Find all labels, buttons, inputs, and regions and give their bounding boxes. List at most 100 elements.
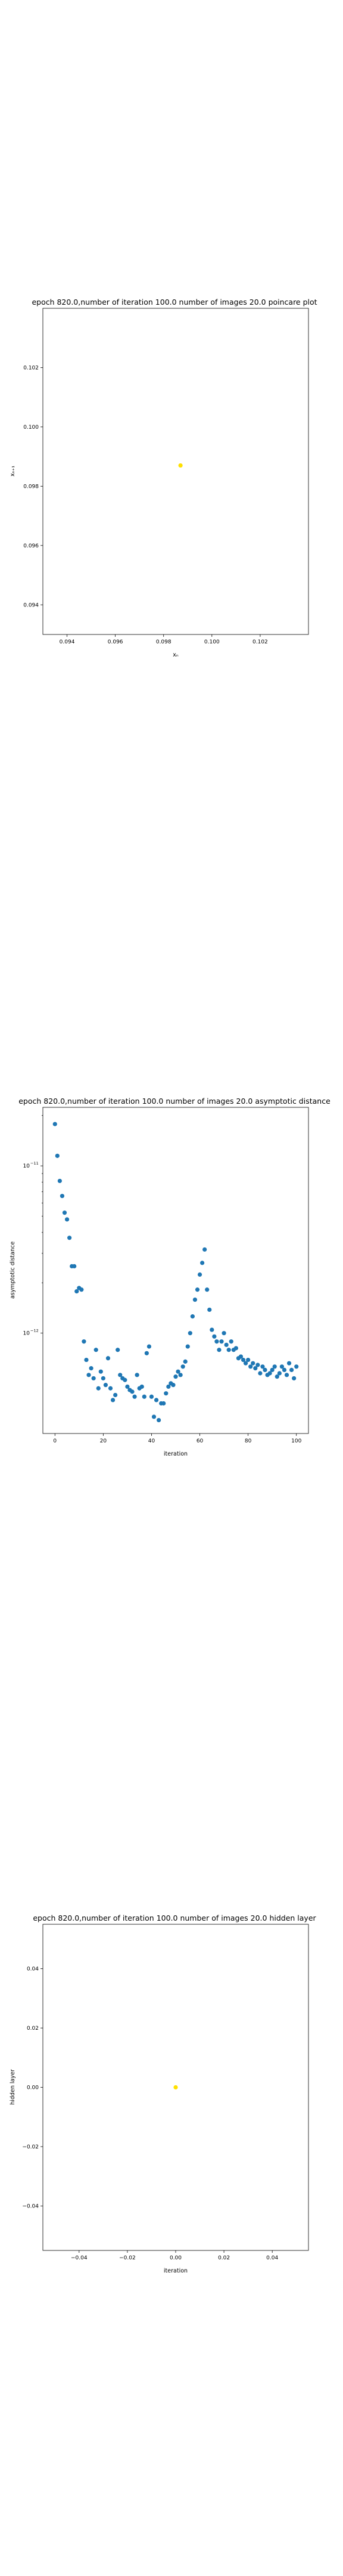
data-point [98, 1369, 103, 1374]
y-axis-label: asymptotic distance [10, 1241, 16, 1299]
y-tick-label: 0.096 [23, 543, 39, 549]
data-point [64, 1217, 70, 1222]
data-point [176, 1369, 180, 1374]
x-tick-labels: −0.04 −0.02 0.00 0.02 0.04 [71, 2250, 278, 2261]
chart-title: epoch 820.0,number of iteration 100.0 nu… [18, 1097, 330, 1106]
data-point [260, 1364, 265, 1369]
chart-title: epoch 820.0,number of iteration 100.0 nu… [33, 1914, 316, 1922]
x-tick-label: 0 [53, 1438, 57, 1444]
data-point [210, 1327, 214, 1332]
data-point [202, 1247, 207, 1252]
data-point [93, 1348, 98, 1352]
y-tick-label: 0.102 [23, 365, 39, 371]
data-point [238, 1354, 244, 1359]
y-tick-exponent: −12 [30, 1329, 39, 1333]
data-point [72, 1264, 77, 1269]
data-point [243, 1361, 248, 1366]
y-tick-label: 0.02 [27, 2026, 39, 2032]
data-point [154, 1398, 159, 1402]
y-tick-label: 0.098 [23, 484, 39, 490]
data-point [139, 1384, 144, 1389]
data-point [161, 1401, 166, 1406]
y-tick-label: 10 [23, 1163, 30, 1169]
x-tick-label: −0.02 [119, 2255, 136, 2261]
data-point [263, 1367, 267, 1373]
data-point [113, 1392, 118, 1398]
data-point [157, 1417, 161, 1423]
x-axis-label: iteration [164, 1451, 188, 1457]
data-point [101, 1376, 105, 1381]
data-point [142, 1394, 146, 1399]
data-point [110, 1398, 116, 1402]
data-point [52, 1122, 57, 1126]
data-point [130, 1389, 135, 1394]
data-point [82, 1339, 86, 1344]
data-points [173, 2085, 178, 2090]
data-point [55, 1153, 60, 1158]
data-point [105, 1356, 111, 1361]
data-point [219, 1339, 224, 1344]
data-point [246, 1357, 251, 1363]
x-tick-label: 40 [148, 1438, 155, 1444]
x-tick-labels: 0.094 0.096 0.098 0.100 0.102 [60, 634, 268, 645]
y-tick-label: 0.00 [27, 2085, 39, 2091]
data-point [125, 1384, 130, 1389]
y-axis-label: hidden layer [10, 2069, 16, 2105]
data-point [277, 1371, 282, 1376]
data-point [207, 1307, 212, 1312]
data-point [197, 1272, 202, 1277]
data-point [146, 1344, 151, 1349]
y-tick-label: 0.094 [23, 602, 39, 608]
data-point [89, 1366, 93, 1371]
data-point [217, 1348, 222, 1352]
y-tick-exponent: −11 [30, 1161, 39, 1166]
y-tick-label: −0.04 [22, 2203, 39, 2209]
data-point [267, 1371, 272, 1376]
data-point [178, 463, 183, 468]
data-point [251, 1361, 255, 1366]
data-point [135, 1373, 139, 1377]
data-point [188, 1331, 192, 1336]
x-tick-label: 80 [245, 1438, 252, 1444]
data-point [86, 1373, 91, 1377]
data-point [91, 1376, 96, 1381]
data-point [96, 1386, 101, 1391]
data-point [275, 1374, 279, 1379]
data-point [166, 1384, 171, 1389]
x-tick-label: 0.00 [170, 2255, 182, 2261]
data-point [173, 1374, 178, 1379]
data-point [272, 1364, 277, 1369]
data-point [233, 1346, 238, 1351]
data-point [60, 1194, 65, 1199]
data-point [84, 1357, 89, 1363]
data-point [103, 1383, 108, 1388]
data-point [248, 1364, 253, 1369]
y-tick-label: 0.04 [27, 1967, 39, 1973]
data-point [67, 1236, 72, 1240]
x-tick-labels: 0 20 40 60 80 100 [53, 1433, 302, 1444]
data-point [149, 1394, 154, 1399]
data-point [183, 1359, 188, 1364]
x-tick-label: 0.094 [60, 639, 75, 645]
data-point [253, 1366, 258, 1371]
data-point [222, 1331, 226, 1336]
data-point [151, 1414, 157, 1419]
data-point [108, 1386, 113, 1391]
plot-frame [42, 308, 309, 635]
x-tick-label: 0.02 [218, 2255, 230, 2261]
chart-title: epoch 820.0,number of iteration 100.0 nu… [32, 298, 317, 306]
x-tick-label: 20 [100, 1438, 107, 1444]
data-point [178, 1373, 183, 1377]
x-tick-label: 100 [291, 1438, 301, 1444]
data-point [286, 1361, 292, 1366]
data-point [292, 1376, 297, 1381]
data-point [200, 1261, 205, 1265]
y-tick-label: 10 [23, 1331, 30, 1337]
poincare-plot: epoch 820.0,number of iteration 100.0 nu… [10, 298, 317, 658]
data-point [173, 2085, 178, 2090]
x-tick-label: −0.04 [71, 2255, 88, 2261]
data-point [224, 1342, 229, 1347]
data-point [118, 1373, 123, 1377]
data-point [192, 1297, 198, 1302]
